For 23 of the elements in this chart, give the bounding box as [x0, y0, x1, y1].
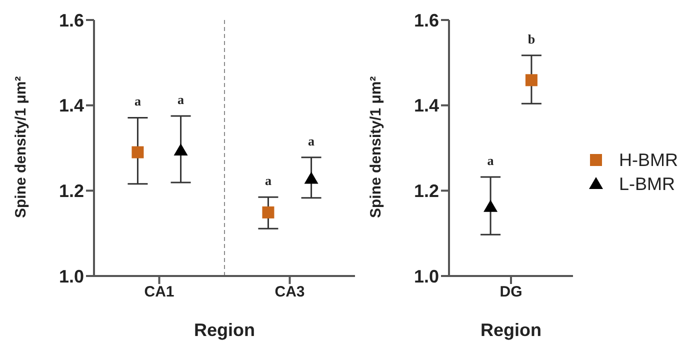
- annotation: a: [308, 133, 316, 148]
- y-tick-label: 1.4: [414, 96, 439, 116]
- y-tick-label: 1.2: [414, 181, 439, 202]
- x-axis-title: Region: [194, 320, 255, 340]
- y-tick-label: 1.2: [58, 181, 84, 202]
- y-tick-label: 1.0: [414, 266, 439, 286]
- y-axis-title: Spine density/1 μm²: [12, 76, 30, 218]
- y-tick-label: 1.6: [414, 10, 439, 30]
- annotation: a: [134, 94, 142, 109]
- annotation: a: [264, 173, 272, 188]
- x-tick-label: CA1: [144, 284, 174, 301]
- x-axis-title: Region: [480, 320, 542, 340]
- legend-label: L-BMR: [619, 174, 676, 194]
- annotation: a: [487, 153, 494, 168]
- legend-label: H-BMR: [619, 150, 678, 170]
- annotation: b: [528, 31, 536, 46]
- y-tick-label: 1.0: [58, 266, 84, 286]
- annotation: a: [178, 92, 185, 107]
- y-tick-label: 1.4: [58, 96, 84, 116]
- x-tick-label: DG: [500, 284, 522, 301]
- y-axis-title: Spine density/1 μm²: [367, 76, 384, 218]
- x-tick-label: CA3: [274, 284, 305, 301]
- y-tick-label: 1.6: [58, 10, 84, 30]
